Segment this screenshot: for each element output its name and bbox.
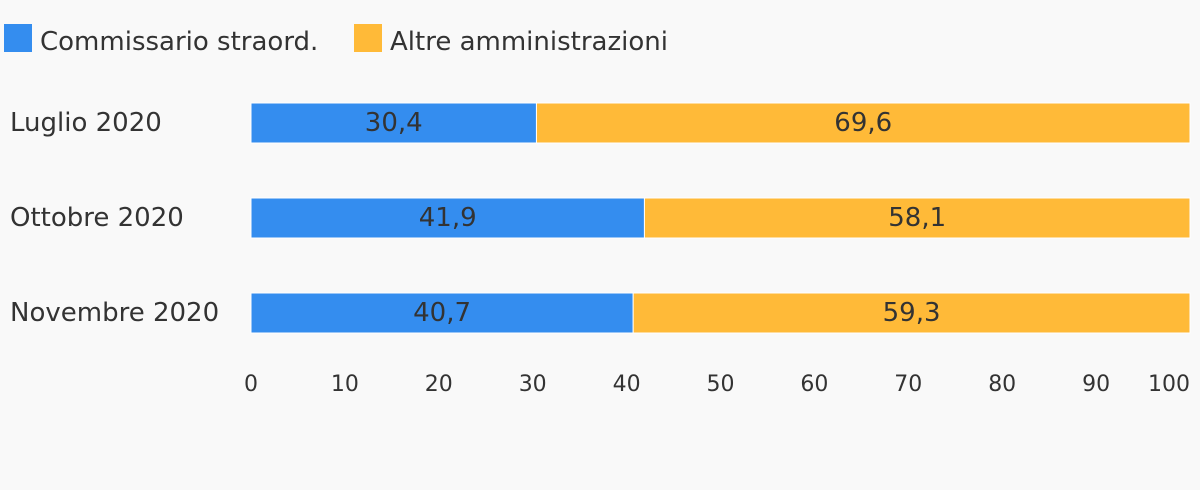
bars: 30,4 69,6 41,9 58,1 40,7 59,3 (250, 102, 1191, 334)
x-tick-label: 0 (244, 372, 258, 397)
category-label: Luglio 2020 (10, 108, 162, 138)
bar-segment (643, 197, 1191, 239)
data-label: 30,4 (365, 108, 423, 138)
category-label: Ottobre 2020 (10, 203, 184, 233)
legend-swatch-2 (354, 24, 382, 52)
category-labels: Luglio 2020 Ottobre 2020 Novembre 2020 (10, 108, 219, 328)
data-label: 59,3 (883, 298, 941, 328)
x-tick-label: 70 (894, 372, 922, 397)
category-label: Novembre 2020 (10, 298, 219, 328)
x-axis-ticks: 0 10 20 30 40 50 60 70 80 90 100 (244, 372, 1190, 397)
x-tick-label: 60 (800, 372, 828, 397)
data-label: 40,7 (413, 298, 471, 328)
bar-segment (250, 292, 634, 334)
x-tick-label: 50 (707, 372, 735, 397)
data-label: 58,1 (888, 203, 946, 233)
legend: Commissario straord. Altre amministrazion… (4, 24, 668, 57)
data-label: 41,9 (419, 203, 477, 233)
x-tick-label: 80 (988, 372, 1016, 397)
x-tick-label: 40 (613, 372, 641, 397)
x-tick-label: 20 (425, 372, 453, 397)
x-tick-label: 90 (1082, 372, 1110, 397)
bar-segment (632, 292, 1191, 334)
legend-swatch-1 (4, 24, 32, 52)
legend-label-2: Altre amministrazioni (390, 27, 668, 57)
bar-segment (250, 197, 645, 239)
bar-segment (250, 102, 537, 144)
legend-label-1: Commissario straord. (40, 27, 318, 57)
data-label: 69,6 (834, 108, 892, 138)
x-tick-label: 100 (1148, 372, 1190, 397)
x-tick-label: 30 (519, 372, 547, 397)
x-tick-label: 10 (331, 372, 359, 397)
bar-segment (535, 102, 1191, 144)
